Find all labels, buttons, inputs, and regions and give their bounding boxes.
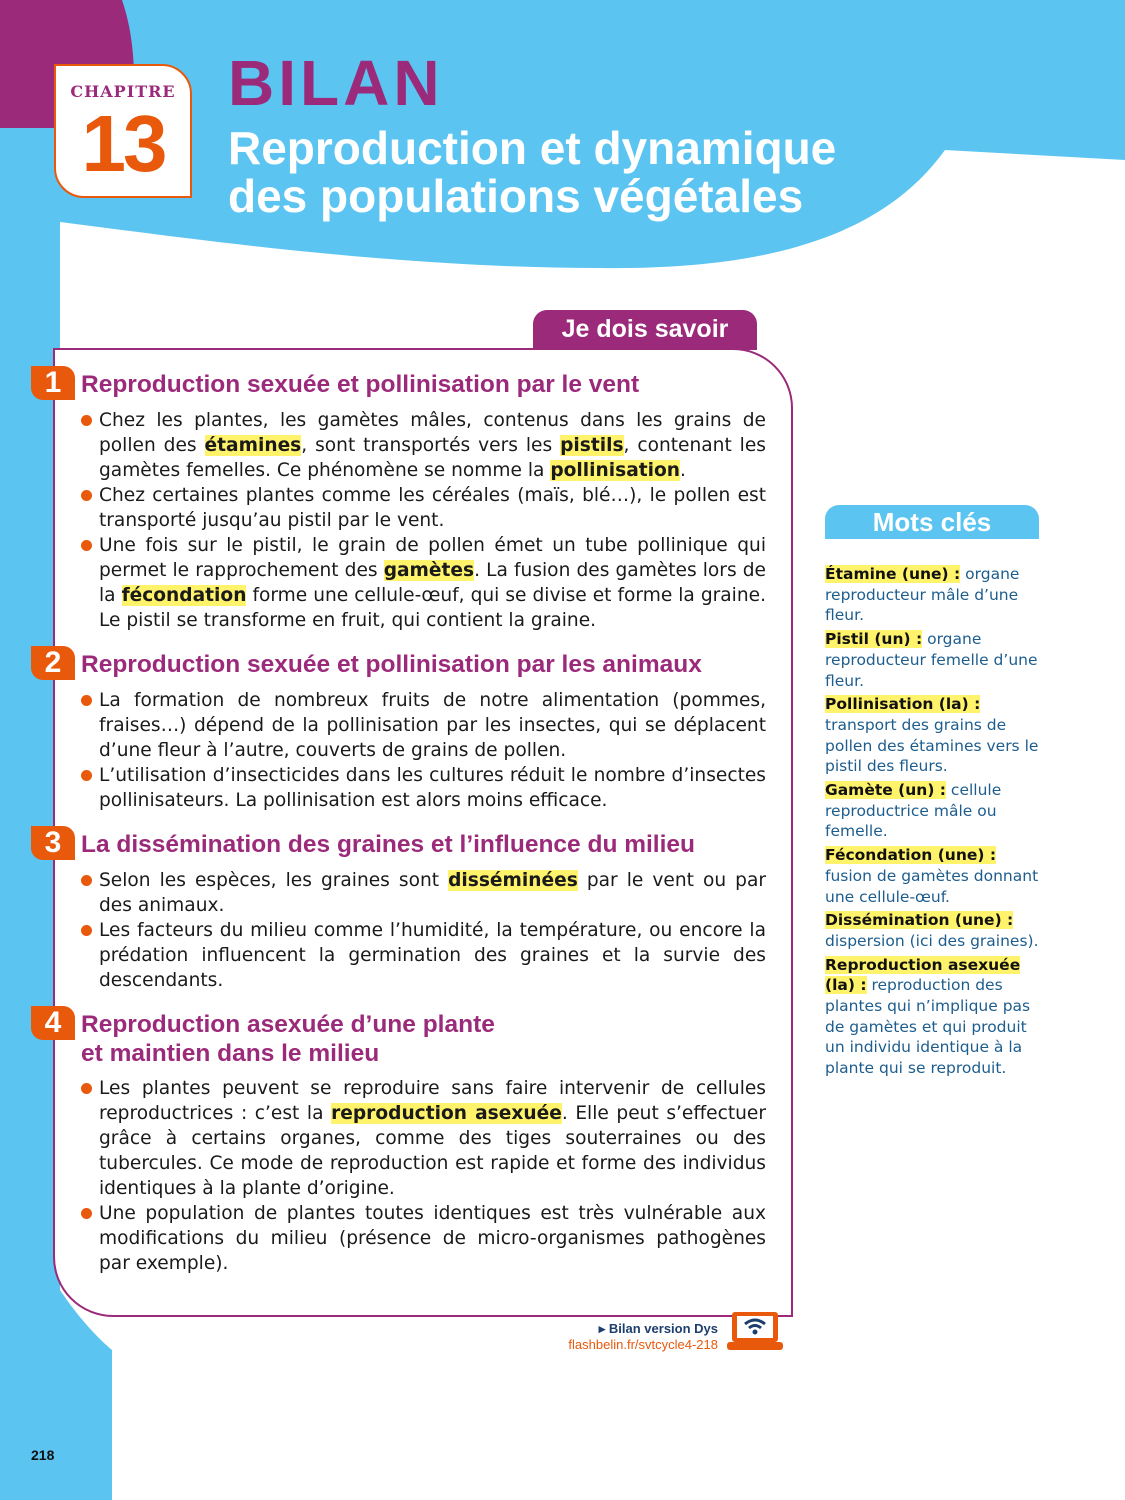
keyword-item: Reproduction asexuée (la) : reproduction… (825, 955, 1045, 1079)
highlighted-term: pistils (560, 435, 624, 456)
highlighted-term: disséminées (448, 870, 578, 891)
bullet-list: La formation de nombreux fruits de notre… (81, 688, 766, 813)
bullet-list: Selon les espèces, les graines sont diss… (81, 868, 766, 993)
section-heading: Reproduction sexuée et pollinisation par… (81, 371, 640, 398)
section-heading: La dissémination des graines et l’influe… (81, 831, 696, 858)
keyword-item: Gamète (un) : cellule reproductrice mâle… (825, 780, 1045, 842)
highlighted-term: étamines (204, 435, 302, 456)
bilan-heading: BILAN (228, 47, 444, 119)
text: , sont transportés vers les (301, 435, 561, 456)
je-dois-savoir-tab: Je dois savoir (533, 310, 757, 350)
keyword-item: Dissémination (une) : dispersion (ici de… (825, 910, 1045, 951)
text: Selon les espèces, les graines sont (99, 870, 449, 891)
text: Une population de plantes toutes identiq… (99, 1203, 766, 1274)
keywords-title: Mots clés (825, 505, 1039, 539)
bullet-item: Les facteurs du milieu comme l’humidité,… (81, 918, 766, 993)
dys-url[interactable]: flashbelin.fr/svtcycle4-218 (568, 1337, 718, 1352)
chapter-badge: CHAPITRE 13 (54, 64, 192, 198)
text: Une fois sur le pistil, le grain de poll… (99, 535, 766, 581)
keyword-term: Gamète (un) : (825, 781, 946, 800)
keyword-term: Pistil (un) : (825, 630, 923, 649)
section-number-badge: 3 (31, 826, 75, 860)
keyword-item: Fécondation (une) : fusion de gamètes do… (825, 845, 1045, 907)
page-title: Reproduction et dynamique des population… (228, 122, 837, 222)
highlighted-term: gamètes (383, 560, 475, 581)
text: forme une cellule-œuf, qui se divise et … (99, 585, 766, 631)
keyword-term: Fécondation (une) : (825, 846, 997, 865)
bullet-item: Les plantes peuvent se reproduire sans f… (81, 1076, 766, 1201)
dys-label: ▸ Bilan version Dys (598, 1321, 718, 1336)
bullet-list: Les plantes peuvent se reproduire sans f… (81, 1076, 766, 1276)
text: . (680, 460, 686, 481)
keyword-definition: fusion de gamètes donnant une cellule-œu… (825, 866, 1039, 906)
text: Les facteurs du milieu comme l’humidité,… (99, 920, 766, 991)
dys-link[interactable]: ▸ Bilan version Dys flashbelin.fr/svtcyc… (568, 1321, 718, 1353)
section-heading: Reproduction sexuée et pollinisation par… (81, 651, 702, 678)
bullet-item: Une fois sur le pistil, le grain de poll… (81, 533, 766, 633)
keyword-definition: transport des grains de pollen des étami… (825, 715, 1039, 776)
bullet-item: Selon les espèces, les graines sont diss… (81, 868, 766, 918)
keyword-term: Étamine (une) : (825, 565, 961, 583)
laptop-wifi-icon (727, 1312, 783, 1350)
bullet-list: Chez les plantes, les gamètes mâles, con… (81, 408, 766, 633)
keyword-definition: dispersion (ici des graines). (825, 931, 1039, 950)
highlighted-term: reproduction asexuée (331, 1103, 562, 1124)
text: . La fusion des gamètes lors de la (99, 560, 766, 606)
keyword-term: Pollinisation (la) : (825, 695, 981, 714)
section-number-badge: 2 (31, 646, 75, 680)
bullet-item: La formation de nombreux fruits de notre… (81, 688, 766, 763)
bullet-item: Une population de plantes toutes identiq… (81, 1201, 766, 1276)
text: Les plantes peuvent se reproduire sans f… (99, 1078, 766, 1124)
keyword-definition: cellule reproductrice mâle ou femelle. (825, 781, 1002, 841)
section-number-badge: 4 (31, 1006, 75, 1040)
keyword-definition: organe reproducteur mâle d’une fleur. (825, 565, 1020, 625)
keywords-list: Étamine (une) : organe reproducteur mâle… (825, 564, 1045, 1082)
text: La formation de nombreux fruits de notre… (99, 690, 766, 761)
section-heading: Reproduction asexuée d’une plante et mai… (81, 1011, 495, 1067)
text: par le vent ou par des animaux. (99, 870, 766, 916)
keyword-item: Pistil (un) : organe reproducteur femell… (825, 629, 1045, 691)
text: , contenant les gamètes femelles. Ce phé… (99, 435, 766, 481)
chapter-number: 13 (81, 99, 168, 188)
keyword-item: Étamine (une) : organe reproducteur mâle… (825, 564, 1045, 626)
text: . Elle peut s’effectuer grâce à certains… (99, 1103, 766, 1199)
keyword-term: Dissémination (une) : (825, 911, 1014, 930)
page-number: 218 (31, 1447, 55, 1463)
section-number-badge: 1 (31, 366, 75, 400)
highlighted-term: pollinisation (550, 460, 681, 481)
bullet-item: Chez certaines plantes comme les céréale… (81, 483, 766, 533)
keyword-item: Pollinisation (la) : transport des grain… (825, 694, 1045, 777)
keyword-definition: organe reproducteur femelle d’une fleur. (825, 630, 1038, 690)
keyword-definition: reproduction des plantes qui n’implique … (825, 976, 1031, 1078)
text: Chez certaines plantes comme les céréale… (99, 485, 766, 531)
bullet-item: Chez les plantes, les gamètes mâles, con… (81, 408, 766, 483)
bullet-item: L’utilisation d’insecticides dans les cu… (81, 763, 766, 813)
text: Chez les plantes, les gamètes mâles, con… (99, 410, 766, 456)
highlighted-term: fécondation (121, 585, 247, 606)
chapter-label: CHAPITRE (70, 82, 176, 101)
text: L’utilisation d’insecticides dans les cu… (99, 765, 766, 811)
